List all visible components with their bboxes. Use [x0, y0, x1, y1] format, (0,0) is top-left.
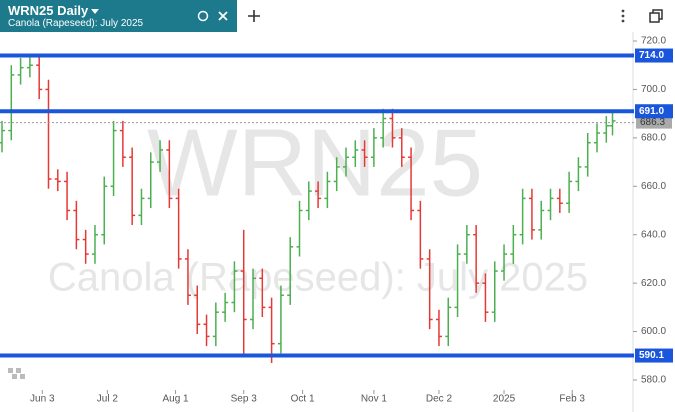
symbol-tab[interactable]: WRN25 Daily Canola (Rapeseed): July 2025 — [0, 0, 237, 32]
menu-icon[interactable] — [619, 9, 627, 23]
last-price-label: 686.3 — [640, 117, 665, 128]
y-tick-label: 660.0 — [641, 181, 666, 192]
y-tick-label: 720.0 — [641, 36, 666, 47]
x-tick-label: Nov 1 — [361, 394, 388, 405]
circle-icon[interactable] — [197, 10, 209, 22]
y-tick-label: 620.0 — [641, 278, 666, 289]
x-tick-label: Aug 1 — [162, 394, 189, 405]
last-price-box — [636, 116, 672, 129]
y-tick-label: 640.0 — [641, 229, 666, 240]
dropdown-icon[interactable] — [90, 8, 100, 16]
level-label: 590.1 — [639, 350, 664, 361]
watermark-symbol: WRN25 — [147, 109, 483, 216]
logo — [8, 368, 25, 379]
y-tick-label: 580.0 — [641, 375, 666, 386]
x-tick-label: Oct 1 — [291, 394, 315, 405]
level-label: 691.0 — [639, 106, 664, 117]
x-tick-label: Dec 2 — [426, 394, 453, 405]
x-tick-label: Feb 3 — [559, 394, 585, 405]
y-tick-label: 680.0 — [641, 132, 666, 143]
tab-title: WRN25 Daily — [8, 3, 89, 18]
add-tab-icon[interactable] — [247, 9, 261, 23]
close-icon[interactable] — [217, 10, 229, 22]
level-label: 714.0 — [639, 50, 664, 61]
level-box — [635, 348, 673, 363]
x-tick-label: Jul 2 — [97, 394, 119, 405]
watermark-description: Canola (Rapeseed): July 2025 — [48, 256, 588, 300]
window-icon[interactable] — [649, 9, 663, 23]
chart: WRN25 Canola (Rapeseed): July 2025 580.0… — [0, 32, 673, 412]
x-tick-label: Sep 3 — [231, 394, 258, 405]
x-tick-label: Jun 3 — [30, 394, 55, 405]
level-box — [635, 104, 673, 119]
x-tick-label: 2025 — [493, 394, 516, 405]
level-box — [635, 48, 673, 63]
tab-subtitle: Canola (Rapeseed): July 2025 — [8, 18, 144, 29]
y-tick-label: 700.0 — [641, 84, 666, 95]
y-tick-label: 600.0 — [641, 326, 666, 337]
